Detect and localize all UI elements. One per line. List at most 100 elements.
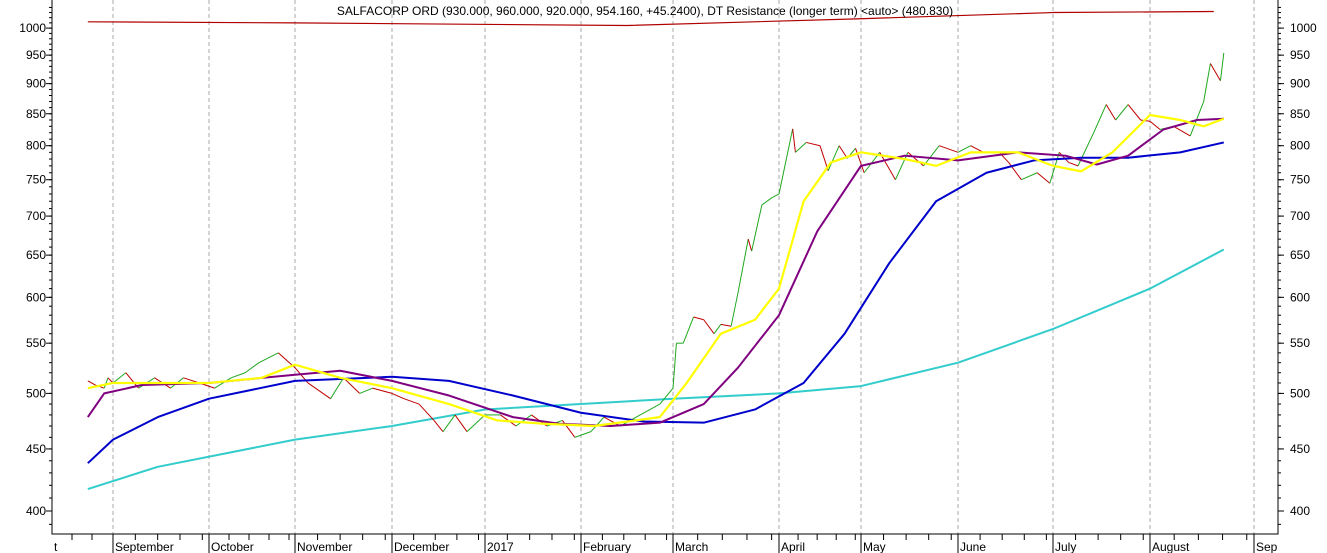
price-segment: [1173, 125, 1191, 137]
price-segment: [939, 145, 959, 153]
price-segment: [957, 145, 971, 153]
price-segment: [751, 204, 763, 252]
x-tick-label: May: [863, 540, 886, 553]
price-segment: [574, 431, 592, 438]
price-segment: [682, 316, 694, 344]
price-segment: [693, 316, 704, 321]
y-tick-label-right: 800: [1290, 139, 1310, 153]
x-tick-label: February: [583, 540, 631, 553]
y-tick-label-right: 600: [1290, 290, 1310, 304]
x-tick-label: October: [211, 540, 254, 553]
price-segment: [703, 319, 715, 334]
price-segment: [372, 387, 393, 394]
price-segment: [590, 416, 605, 432]
y-tick-label-left: 800: [26, 139, 46, 153]
price-segment: [795, 142, 807, 153]
ma-short-line: [87, 113, 1225, 428]
price-segment: [1203, 63, 1211, 102]
ma-long-line: [87, 141, 1225, 464]
price-segment: [879, 152, 896, 180]
y-tick-label-right: 500: [1290, 386, 1310, 400]
y-tick-label-left: 400: [26, 504, 46, 518]
price-segment: [778, 128, 794, 195]
price-segment: [1036, 172, 1051, 184]
ma-longest-line: [87, 248, 1225, 491]
x-tick-label: 2017: [487, 540, 514, 553]
price-segment: [1021, 172, 1038, 181]
price-segment: [1149, 120, 1161, 130]
x-tick-label: t: [54, 540, 58, 553]
price-segment: [330, 377, 344, 399]
price-segment: [792, 128, 796, 153]
x-tick-label: March: [675, 540, 708, 553]
price-segment: [1105, 104, 1117, 121]
price-segment: [244, 362, 260, 374]
price-segment: [713, 324, 722, 334]
y-tick-label-right: 850: [1290, 107, 1310, 121]
price-segment: [562, 420, 576, 438]
price-segment: [1049, 152, 1060, 184]
price-segment: [970, 145, 984, 153]
price-segment: [307, 382, 331, 400]
resistance-line: [87, 10, 1214, 27]
price-segment: [907, 151, 924, 167]
y-tick-label-left: 1000: [19, 21, 46, 35]
y-tick-label-right: 450: [1290, 442, 1310, 456]
price-segment: [112, 372, 127, 384]
y-tick-label-left: 600: [26, 290, 46, 304]
y-tick-label-left: 500: [26, 386, 46, 400]
y-tick-label-left: 450: [26, 442, 46, 456]
chart-title: SALFACORP ORD (930.000, 960.000, 920.000…: [337, 4, 953, 18]
price-segment: [214, 377, 232, 389]
price-segment: [1219, 52, 1225, 81]
price-segment: [639, 403, 661, 416]
price-segment: [454, 414, 468, 432]
price-segment: [672, 343, 677, 389]
price-segment: [720, 323, 732, 327]
y-tick-label-left: 750: [26, 173, 46, 187]
price-segment: [1127, 104, 1142, 121]
y-tick-label-left: 650: [26, 248, 46, 262]
price-segment: [466, 414, 486, 433]
price-segment: [403, 398, 420, 405]
y-tick-label-right: 550: [1290, 336, 1310, 350]
x-tick-label: December: [394, 540, 449, 553]
price-segment: [806, 141, 821, 147]
price-segment: [418, 403, 435, 421]
x-tick-label: August: [1152, 540, 1190, 553]
y-tick-label-right: 750: [1290, 173, 1310, 187]
price-segment: [1093, 104, 1107, 133]
price-segment: [659, 387, 674, 405]
y-tick-label-right: 650: [1290, 248, 1310, 262]
x-tick-label: June: [960, 540, 986, 553]
price-segment: [1115, 104, 1129, 121]
ma-mid-line: [87, 117, 1224, 428]
y-tick-label-right: 1000: [1290, 21, 1317, 35]
y-tick-label-right: 950: [1290, 48, 1310, 62]
price-segment: [343, 377, 361, 394]
price-segment: [730, 292, 739, 327]
price-segment: [103, 377, 109, 389]
price-segment: [737, 239, 749, 294]
x-tick-label: July: [1055, 540, 1076, 553]
x-tick-label: April: [781, 540, 805, 553]
price-segment: [1209, 63, 1221, 81]
price-segment: [1189, 101, 1205, 137]
y-tick-label-right: 400: [1290, 504, 1310, 518]
x-tick-label: Sep: [1256, 540, 1278, 553]
price-segment: [923, 145, 940, 167]
price-segment: [1058, 152, 1070, 163]
price-segment: [391, 392, 405, 400]
price-segment: [231, 372, 246, 379]
y-tick-label-left: 850: [26, 107, 46, 121]
price-segment: [771, 193, 780, 199]
y-tick-label-right: 700: [1290, 209, 1310, 223]
price-segment: [747, 239, 753, 252]
x-axis: t September October November December 2017 Feb…: [54, 534, 1278, 553]
y-axes: 400 400 450 450 500 500 550 550 600 600 650 650 700 7…: [19, 6, 1317, 525]
price-segment: [855, 148, 865, 173]
series-lines: [87, 10, 1225, 491]
y-tick-label-left: 950: [26, 48, 46, 62]
price-segment: [515, 414, 532, 427]
